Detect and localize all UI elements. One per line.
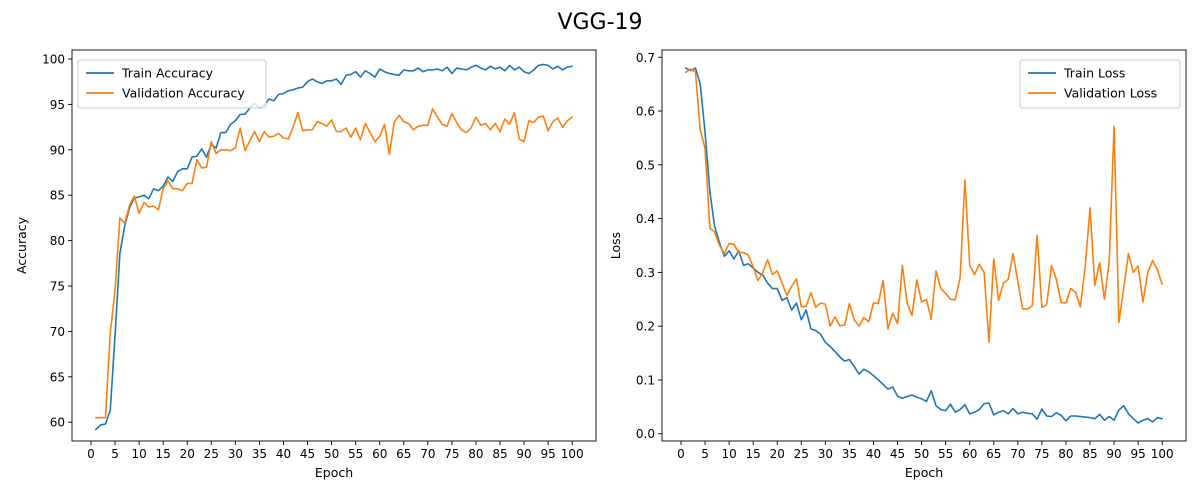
- plot-frame: [71, 49, 597, 442]
- legend-box: [1019, 59, 1181, 109]
- x-tick-label: 60: [962, 447, 977, 461]
- series-line-train: [95, 63, 573, 431]
- x-tick-label: 100: [561, 447, 584, 461]
- y-axis-label: Accuracy: [14, 216, 29, 274]
- x-tick-label: 0: [677, 447, 685, 461]
- x-tick-label: 80: [468, 447, 483, 461]
- x-tick-label: 50: [324, 447, 339, 461]
- x-axis-label: Epoch: [905, 465, 943, 480]
- y-tick-label: 60: [50, 416, 65, 430]
- x-tick-label: 5: [111, 447, 119, 461]
- x-tick-label: 100: [1151, 447, 1174, 461]
- plot-frame: [661, 49, 1187, 442]
- series-line-validation: [685, 68, 1163, 344]
- x-tick-label: 70: [420, 447, 435, 461]
- x-tick-label: 15: [746, 447, 761, 461]
- x-tick-label: 65: [396, 447, 411, 461]
- x-tick-label: 75: [444, 447, 459, 461]
- y-tick-label: 0.5: [636, 158, 655, 172]
- y-tick-label: 70: [50, 325, 65, 339]
- y-axis-label: Loss: [608, 232, 623, 259]
- x-tick-label: 50: [914, 447, 929, 461]
- legend-label: Train Loss: [1063, 66, 1125, 81]
- x-tick-label: 55: [348, 447, 363, 461]
- x-tick-label: 10: [131, 447, 146, 461]
- y-tick-label: 0.2: [636, 320, 655, 334]
- x-tick-label: 65: [986, 447, 1001, 461]
- x-tick-label: 55: [938, 447, 953, 461]
- y-tick-label: 65: [50, 370, 65, 384]
- x-tick-label: 70: [1010, 447, 1025, 461]
- x-tick-label: 60: [372, 447, 387, 461]
- x-tick-label: 5: [701, 447, 709, 461]
- x-tick-label: 80: [1058, 447, 1073, 461]
- series-line-validation: [95, 108, 573, 419]
- legend: Train Accuracy Validation Accuracy: [77, 59, 267, 109]
- x-tick-label: 85: [1082, 447, 1097, 461]
- x-tick-label: 40: [866, 447, 881, 461]
- x-tick-label: 95: [1130, 447, 1145, 461]
- x-tick-label: 20: [180, 447, 195, 461]
- y-tick-label: 0.7: [636, 51, 655, 65]
- x-tick-label: 45: [890, 447, 905, 461]
- series-line-train: [685, 67, 1163, 424]
- x-tick-label: 95: [540, 447, 555, 461]
- legend-label: Train Accuracy: [121, 66, 214, 81]
- y-tick-label: 0.3: [636, 266, 655, 280]
- x-tick-label: 35: [252, 447, 267, 461]
- loss-chart: 0 5 10 15 20 25 30 35 40 45 50 55 60 65 70 75 80 85 90 95 10…: [608, 49, 1187, 480]
- legend: Train Loss Validation Loss: [1019, 59, 1181, 109]
- y-tick-label: 90: [50, 143, 65, 157]
- x-axis-label: Epoch: [315, 465, 353, 480]
- x-tick-label: 15: [156, 447, 171, 461]
- y-tick-label: 75: [50, 279, 65, 293]
- y-tick-label: 0.6: [636, 105, 655, 119]
- x-tick-label: 10: [721, 447, 736, 461]
- y-tick-label: 100: [42, 52, 65, 66]
- x-tick-label: 30: [818, 447, 833, 461]
- accuracy-chart: 0 5 10 15 20 25 30 35 40 45 50 55 60 65 70 75 80 85 90 95 10…: [14, 49, 597, 480]
- x-tick-label: 90: [1106, 447, 1121, 461]
- y-tick-label: 0.4: [636, 212, 655, 226]
- y-tick-label: 85: [50, 189, 65, 203]
- x-tick-label: 90: [516, 447, 531, 461]
- x-tick-label: 40: [276, 447, 291, 461]
- y-tick-label: 95: [50, 98, 65, 112]
- x-tick-label: 25: [204, 447, 219, 461]
- legend-label: Validation Loss: [1064, 86, 1157, 101]
- x-tick-label: 0: [87, 447, 95, 461]
- y-tick-label: 80: [50, 234, 65, 248]
- y-tick-label: 0.1: [636, 373, 655, 387]
- x-tick-label: 75: [1034, 447, 1049, 461]
- x-tick-label: 45: [300, 447, 315, 461]
- legend-box: [77, 59, 267, 109]
- y-tick-label: 0.0: [636, 427, 655, 441]
- x-tick-label: 85: [492, 447, 507, 461]
- legend-label: Validation Accuracy: [122, 86, 245, 101]
- figure-title: VGG-19: [557, 10, 642, 35]
- x-tick-label: 20: [770, 447, 785, 461]
- x-tick-label: 25: [794, 447, 809, 461]
- x-tick-label: 30: [228, 447, 243, 461]
- x-tick-label: 35: [842, 447, 857, 461]
